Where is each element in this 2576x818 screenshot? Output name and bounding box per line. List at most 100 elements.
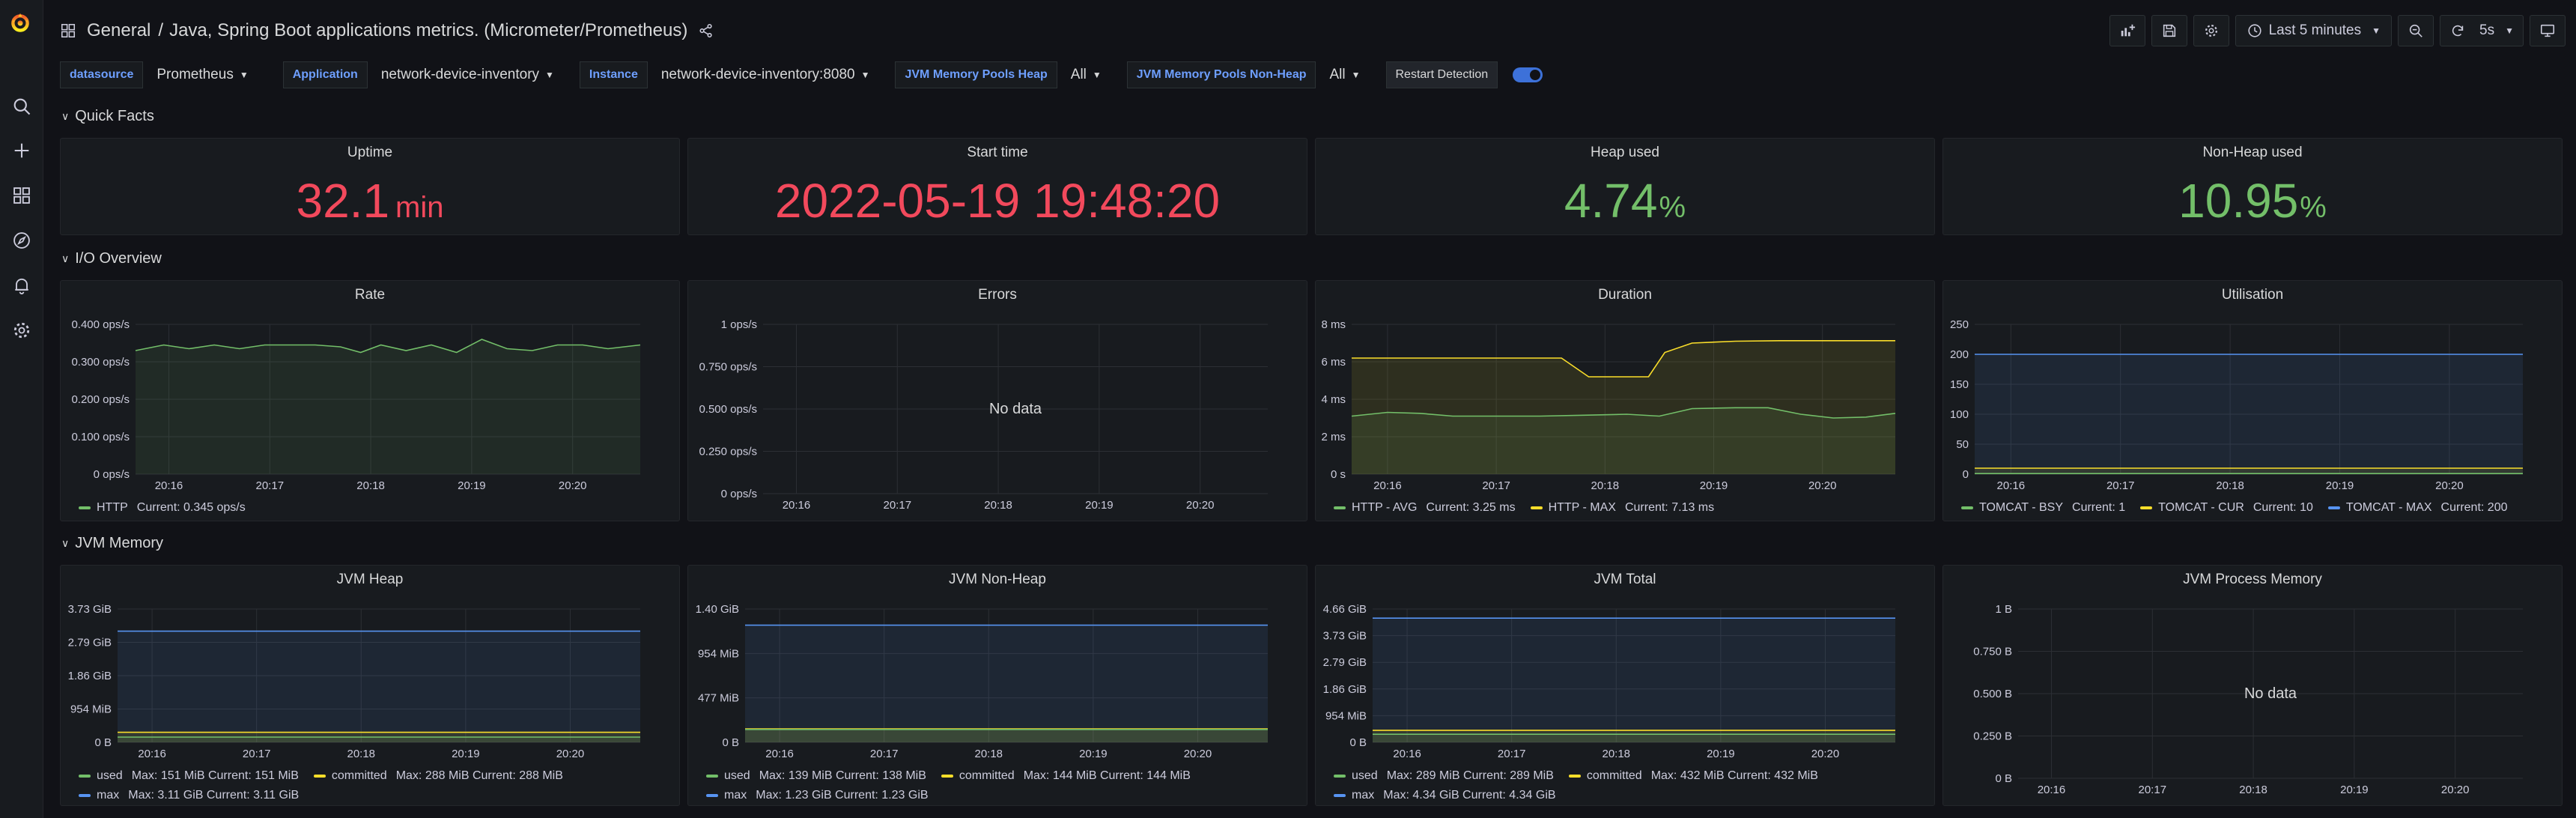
- legend-series-values: Max: 432 MiB Current: 432 MiB: [1650, 769, 1818, 782]
- graph-panel-rate[interactable]: Rate 0 ops/s 0.100 ops/s 0.200 ops/s 0.300 o…: [60, 280, 680, 521]
- series-area: [1352, 408, 1895, 474]
- dashboard-title[interactable]: Java, Spring Boot applications metrics. …: [169, 20, 688, 40]
- legend-swatch: [79, 794, 91, 797]
- refresh-button[interactable]: 5s ▼: [2440, 15, 2524, 46]
- legend-series-name: HTTP: [97, 501, 128, 514]
- legend-series-values: Current: 10: [2253, 501, 2313, 514]
- graph-panel-errors[interactable]: Errors 0 ops/s 0.250 ops/s 0.500 ops/s 0.750…: [687, 280, 1307, 521]
- y-tick-label: 0 B: [1349, 736, 1367, 749]
- stat-unit: min: [395, 191, 444, 224]
- legend-item[interactable]: max Max: 3.11 GiB Current: 3.11 GiB: [79, 789, 667, 802]
- y-tick-label: 0 ops/s: [721, 488, 757, 500]
- zoom-out-button[interactable]: [2398, 15, 2434, 46]
- refresh-interval[interactable]: 5s: [2479, 22, 2495, 38]
- variable-label-datasource: datasource: [60, 61, 144, 88]
- compass-icon[interactable]: [0, 225, 43, 255]
- legend-series-values: Max: 288 MiB Current: 288 MiB: [395, 769, 563, 782]
- series-area: [1373, 734, 1895, 742]
- x-tick-label: 20:18: [1602, 748, 1630, 760]
- legend-item[interactable]: TOMCAT - MAX Current: 200: [2327, 501, 2507, 515]
- legend-series-values: Max: 144 MiB Current: 144 MiB: [1023, 769, 1191, 782]
- y-tick-label: 1.86 GiB: [1323, 683, 1367, 696]
- stat-panel-non-heap-used[interactable]: Non-Heap used 10.95%: [1942, 138, 2563, 235]
- y-tick-label: 0 s: [1331, 468, 1346, 481]
- row-quick-facts[interactable]: ∨ Quick Facts: [61, 105, 154, 127]
- row-io-overview[interactable]: ∨ I/O Overview: [61, 247, 162, 270]
- legend-item[interactable]: used Max: 289 MiB Current: 289 MiB: [1334, 769, 1554, 783]
- legend-item[interactable]: HTTP Current: 0.345 ops/s: [79, 501, 246, 515]
- add-panel-icon: [2121, 24, 2135, 37]
- legend-series-name: used: [97, 769, 123, 782]
- zoom-out-icon: [2409, 24, 2422, 37]
- folder-link[interactable]: General: [87, 20, 151, 40]
- variable-value: All: [1329, 67, 1346, 82]
- template-variables: datasource Prometheus ▼ Application netwo…: [60, 61, 1543, 88]
- y-tick-label: 3.73 GiB: [1323, 630, 1367, 643]
- dashboards-icon[interactable]: [0, 181, 43, 210]
- save-icon: [2163, 24, 2175, 37]
- series-area: [136, 339, 640, 474]
- legend-series-name: max: [97, 789, 120, 802]
- legend-item[interactable]: used Max: 151 MiB Current: 151 MiB: [79, 769, 299, 783]
- chart-legend: TOMCAT - BSY Current: 1 TOMCAT - CUR Curren…: [1961, 501, 2550, 515]
- y-tick-label: 0.500 B: [1973, 688, 2012, 700]
- variable-value: All: [1070, 67, 1087, 82]
- graph-panel-jvm-process-memory[interactable]: JVM Process Memory 0 B 0.250 B 0.500 B 0.750…: [1942, 565, 2563, 806]
- stat-panel-uptime[interactable]: Uptime 32.1 min: [60, 138, 680, 235]
- row-jvm-memory[interactable]: ∨ JVM Memory: [61, 532, 163, 554]
- variable-select-datasource[interactable]: Prometheus ▼: [143, 61, 261, 88]
- graph-panel-jvm-heap[interactable]: JVM Heap 0 B 954 MiB 1.86 GiB 2.79 GiB 3.73 G…: [60, 565, 680, 806]
- variable-select-application[interactable]: network-device-inventory ▼: [368, 61, 568, 88]
- legend-item[interactable]: committed Max: 288 MiB Current: 288 MiB: [313, 769, 563, 783]
- stat-panel-heap-used[interactable]: Heap used 4.74%: [1315, 138, 1935, 235]
- legend-item[interactable]: max Max: 1.23 GiB Current: 1.23 GiB: [706, 789, 1295, 802]
- variable-select-instance[interactable]: network-device-inventory:8080 ▼: [648, 61, 884, 88]
- legend-item[interactable]: HTTP - AVG Current: 3.25 ms: [1334, 501, 1516, 515]
- share-icon[interactable]: [698, 22, 714, 39]
- legend-item[interactable]: max Max: 4.34 GiB Current: 4.34 GiB: [1334, 789, 1922, 802]
- y-tick-label: 200: [1950, 348, 1969, 361]
- tv-mode-button[interactable]: [2530, 15, 2566, 46]
- grafana-logo-icon[interactable]: [10, 12, 34, 36]
- panel-title: JVM Total: [1594, 572, 1656, 587]
- legend-swatch: [79, 775, 91, 778]
- dashboard-settings-button[interactable]: [2193, 15, 2229, 46]
- legend-item[interactable]: committed Max: 432 MiB Current: 432 MiB: [1568, 769, 1818, 783]
- chevron-down-icon: ▼: [1092, 70, 1102, 80]
- save-dashboard-button[interactable]: [2151, 15, 2187, 46]
- legend-item[interactable]: used Max: 139 MiB Current: 138 MiB: [706, 769, 926, 783]
- restart-detection-toggle[interactable]: [1513, 67, 1543, 82]
- legend-series-name: committed: [331, 769, 387, 782]
- chart-legend: used Max: 151 MiB Current: 151 MiB committ…: [79, 769, 667, 802]
- y-tick-label: 2.79 GiB: [1323, 656, 1367, 669]
- graph-panel-jvm-total[interactable]: JVM Total 0 B 954 MiB 1.86 GiB 2.79 GiB 3.73 …: [1315, 565, 1935, 806]
- gear-icon[interactable]: [0, 315, 43, 345]
- x-tick-label: 20:18: [2216, 479, 2244, 492]
- variable-select-jvm-heap-pools[interactable]: All ▼: [1057, 61, 1115, 88]
- legend-item[interactable]: committed Max: 144 MiB Current: 144 MiB: [941, 769, 1191, 783]
- y-tick-label: 954 MiB: [70, 703, 112, 716]
- plus-icon[interactable]: [0, 136, 43, 166]
- series-area: [1975, 354, 2523, 474]
- gear-icon: [2205, 25, 2217, 37]
- add-panel-button[interactable]: [2109, 15, 2145, 46]
- time-picker-button[interactable]: Last 5 minutes ▼: [2235, 15, 2393, 46]
- legend-item[interactable]: HTTP - MAX Current: 7.13 ms: [1530, 501, 1714, 515]
- variable-select-jvm-nonheap-pools[interactable]: All ▼: [1316, 61, 1373, 88]
- y-tick-label: 250: [1950, 318, 1969, 331]
- legend-series-name: TOMCAT - BSY: [1979, 501, 2064, 514]
- stat-value: 32.1 min: [61, 173, 679, 228]
- legend-item[interactable]: TOMCAT - CUR Current: 10: [2140, 501, 2313, 515]
- legend-item[interactable]: TOMCAT - BSY Current: 1: [1961, 501, 2125, 515]
- stat-panel-start-time[interactable]: Start time 2022-05-19 19:48:20: [687, 138, 1307, 235]
- graph-panel-utilisation[interactable]: Utilisation 0 50 100 150 200 250 20:16 20:17 20:1…: [1942, 280, 2563, 521]
- y-tick-label: 4.66 GiB: [1323, 603, 1367, 616]
- legend-series-name: used: [1352, 769, 1378, 782]
- legend-swatch: [706, 775, 718, 778]
- graph-panel-duration[interactable]: Duration 0 s 2 ms 4 ms 6 ms 8 ms 20:16 20:17 20:…: [1315, 280, 1935, 521]
- panel-title: Errors: [978, 287, 1017, 303]
- bell-icon[interactable]: [0, 270, 43, 300]
- graph-panel-jvm-non-heap[interactable]: JVM Non-Heap 0 B 477 MiB 954 MiB 1.40 GiB 20:…: [687, 565, 1307, 806]
- y-tick-label: 477 MiB: [698, 692, 739, 705]
- search-icon[interactable]: [0, 91, 43, 121]
